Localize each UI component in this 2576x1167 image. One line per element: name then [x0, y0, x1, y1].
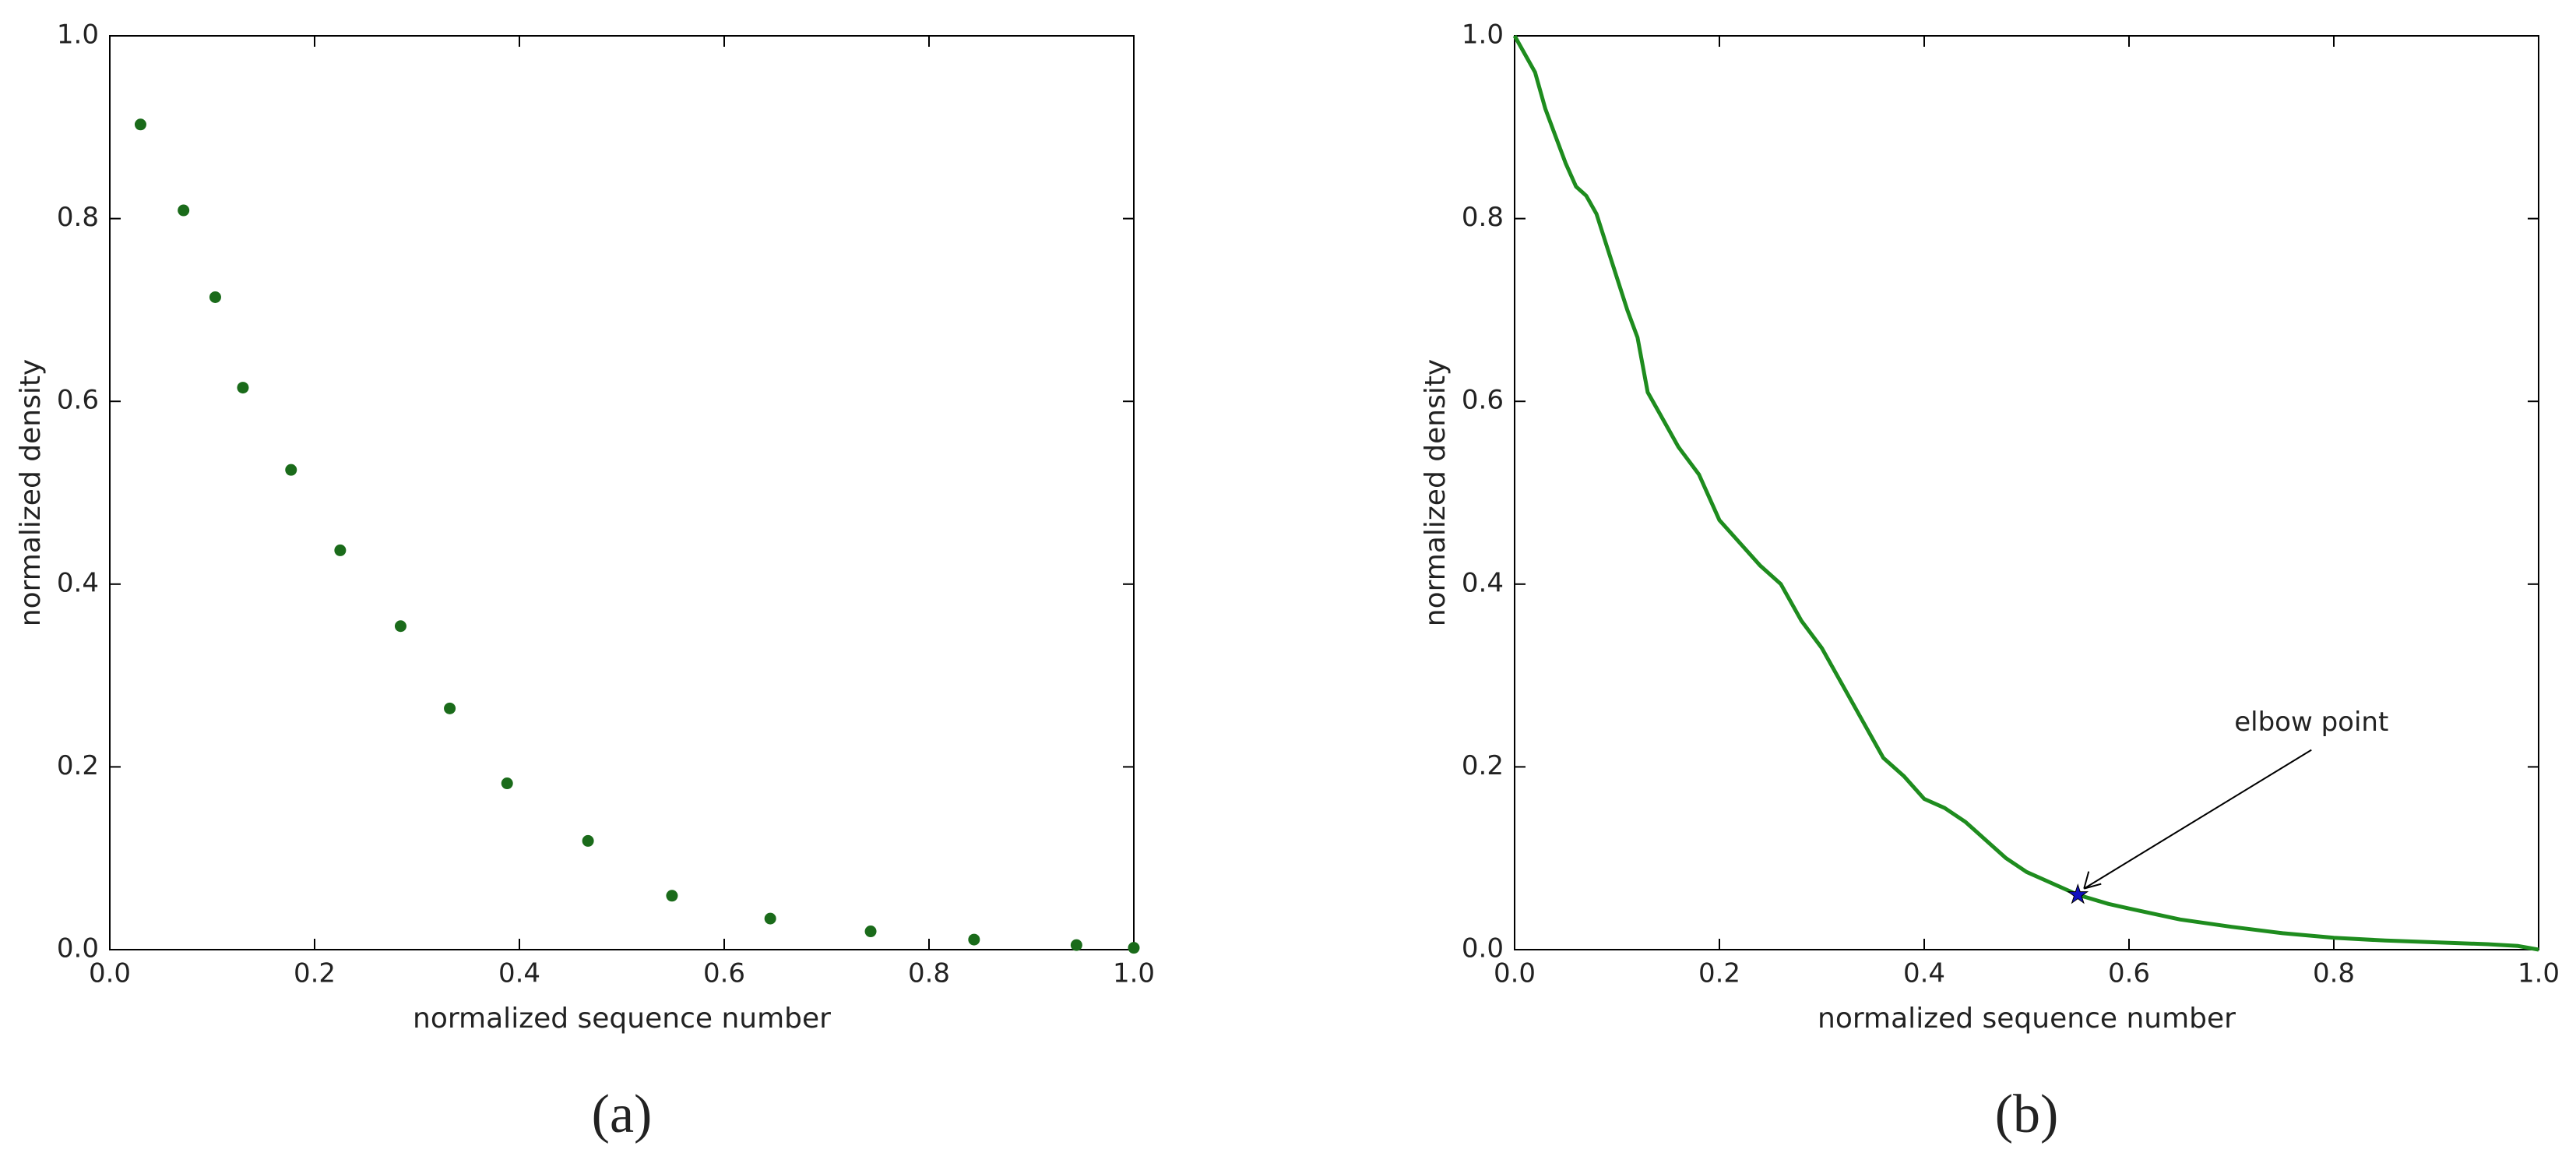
- y-tick-label: 0.6: [1462, 385, 1504, 416]
- x-tick-label: 0.6: [2108, 958, 2150, 989]
- scatter-point: [444, 702, 456, 714]
- x-tick-label: 0.0: [89, 958, 131, 989]
- x-tick-label: 0.0: [1494, 958, 1536, 989]
- y-tick-label: 0.0: [57, 933, 99, 964]
- scatter-point: [666, 890, 678, 902]
- plot-frame: [109, 35, 1135, 950]
- scatter-point: [1070, 939, 1082, 951]
- annotation-text: elbow point: [2234, 707, 2388, 738]
- scatter-point: [764, 912, 776, 925]
- annotation-arrow: [2083, 749, 2312, 890]
- caption: (b): [1995, 1084, 2059, 1144]
- x-tick-label: 0.6: [703, 958, 745, 989]
- y-tick-label: 0.4: [57, 567, 99, 598]
- scatter-point: [864, 925, 877, 938]
- y-axis-label: normalized density: [1420, 359, 1452, 626]
- x-axis-label: normalized sequence number: [1818, 1003, 2236, 1035]
- scatter-point: [178, 204, 190, 217]
- scatter-point: [285, 464, 297, 476]
- annotation-arrowhead: [2083, 871, 2102, 890]
- scatter-point: [237, 382, 249, 394]
- y-tick-label: 0.2: [1462, 750, 1504, 781]
- y-tick-label: 1.0: [1462, 19, 1504, 51]
- x-tick-label: 0.4: [498, 958, 540, 989]
- x-tick-label: 1.0: [1113, 958, 1155, 989]
- scatter-point: [394, 620, 406, 633]
- scatter-point: [501, 777, 513, 790]
- x-tick-label: 0.8: [908, 958, 950, 989]
- x-tick-label: 1.0: [2518, 958, 2560, 989]
- y-tick-label: 0.2: [57, 750, 99, 781]
- y-axis-label: normalized density: [15, 359, 47, 626]
- x-tick-label: 0.8: [2313, 958, 2355, 989]
- x-tick-label: 0.2: [294, 958, 336, 989]
- scatter-point: [334, 544, 347, 556]
- chart-panel: 0.0 0.2 0.4 0.6 0.8 1.0 0.0 0.2 0.4 0.6 0.8 1.0 norm…: [15, 19, 1155, 1145]
- y-tick-label: 1.0: [57, 19, 99, 51]
- x-axis-label: normalized sequence number: [413, 1003, 831, 1035]
- y-tick-label: 0.0: [1462, 933, 1504, 964]
- plot-frame: [1514, 35, 2539, 950]
- x-tick-label: 0.4: [1903, 958, 1945, 989]
- caption: (a): [592, 1084, 653, 1144]
- scatter-point: [1128, 942, 1140, 954]
- scatter-point: [209, 291, 221, 303]
- y-tick-label: 0.8: [57, 202, 99, 233]
- elbow-marker: [2067, 883, 2089, 904]
- y-tick-label: 0.6: [57, 385, 99, 416]
- y-tick-label: 0.4: [1462, 567, 1504, 598]
- scatter-point: [582, 834, 594, 847]
- scatter-point: [968, 933, 980, 946]
- y-tick-label: 0.8: [1462, 202, 1504, 233]
- chart-panel: 0.0 0.2 0.4 0.6 0.8 1.0 0.0 0.2 0.4 0.6 0.8 1.0 norm…: [1420, 19, 2560, 1145]
- x-tick-label: 0.2: [1698, 958, 1740, 989]
- line-series: [1512, 34, 2539, 952]
- scatter-point: [134, 118, 146, 131]
